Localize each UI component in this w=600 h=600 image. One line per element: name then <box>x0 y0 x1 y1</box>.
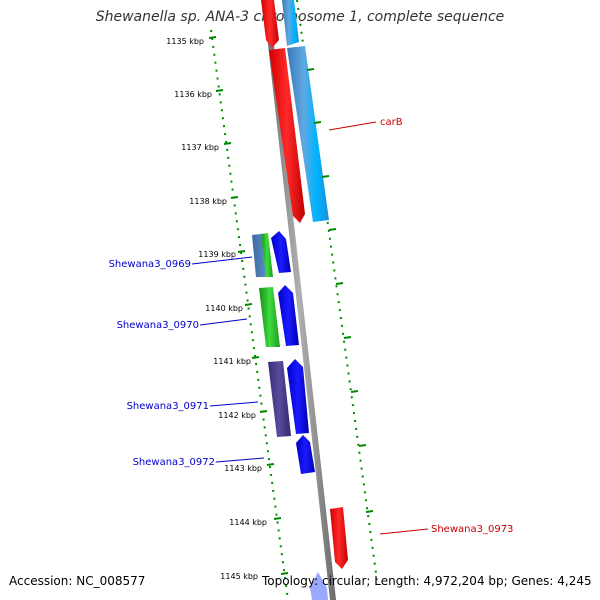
cds-bar-0971-purple[interactable] <box>268 361 291 437</box>
gene-arrow-0972[interactable] <box>296 435 315 474</box>
topology-text: Topology: circular; Length: 4,972,204 bp… <box>262 574 592 588</box>
tick-label: 1145 kbp <box>220 572 258 581</box>
tick-label: 1137 kbp <box>181 143 219 152</box>
gene-arrow-0971[interactable] <box>287 359 309 434</box>
tick-label: 1143 kbp <box>224 464 262 473</box>
cds-bar-0969-steel[interactable] <box>252 234 266 277</box>
gene-arrow-red-top[interactable] <box>261 0 279 48</box>
cds-bar-carb[interactable] <box>287 46 329 222</box>
tick-label: 1139 kbp <box>198 250 236 259</box>
cds-bar-top[interactable] <box>282 0 299 46</box>
cds-bar-0969-green[interactable] <box>261 233 273 277</box>
tick-label: 1141 kbp <box>213 357 251 366</box>
gene-arrow-carb[interactable] <box>269 48 305 223</box>
label-leaders <box>191 121 429 535</box>
gene-label-0972[interactable]: Shewana3_0972 <box>133 457 215 468</box>
outer-ring-ticks <box>306 68 374 513</box>
backbone <box>263 0 336 600</box>
tick-label: 1135 kbp <box>166 37 204 46</box>
gene-label-0970[interactable]: Shewana3_0970 <box>117 320 199 331</box>
tick-label: 1142 kbp <box>218 411 256 420</box>
tick-label: 1140 kbp <box>205 304 243 313</box>
accession-text: Accession: NC_008577 <box>9 574 146 588</box>
gene-label-0969[interactable]: Shewana3_0969 <box>109 259 191 270</box>
cds-bar-0970-green[interactable] <box>259 287 280 347</box>
tick-label: 1138 kbp <box>189 197 227 206</box>
gene-arrow-0969[interactable] <box>271 231 291 273</box>
gene-label-carb[interactable]: carB <box>380 117 403 128</box>
gene-arrow-0970[interactable] <box>278 285 299 346</box>
gene-arrow-bottom[interactable] <box>310 572 328 600</box>
tick-label: 1144 kbp <box>229 518 267 527</box>
gene-label-0973[interactable]: Shewana3_0973 <box>431 524 513 535</box>
gene-arrow-0973[interactable] <box>330 507 348 569</box>
scale-ticks <box>208 36 289 575</box>
gene-label-0971[interactable]: Shewana3_0971 <box>127 401 209 412</box>
tick-label: 1136 kbp <box>174 90 212 99</box>
